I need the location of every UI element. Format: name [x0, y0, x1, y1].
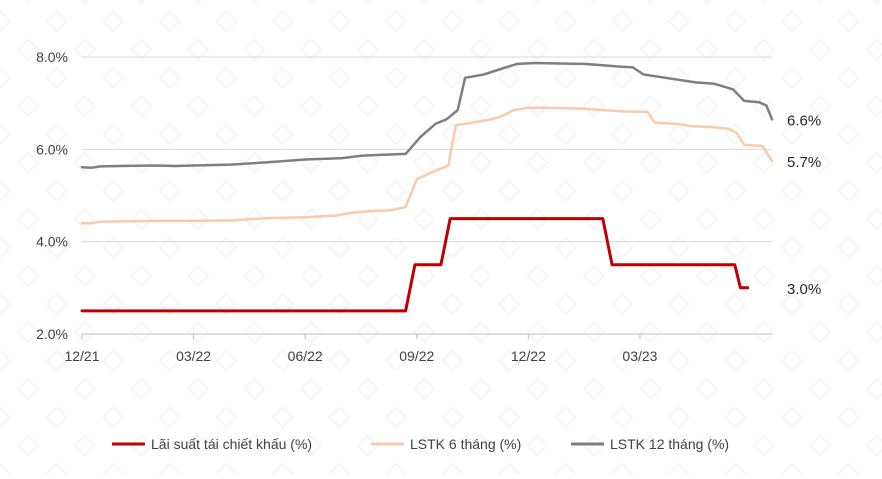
- end-labels: 3.0% 5.7% 6.6%: [787, 112, 821, 298]
- legend-label: LSTK 6 tháng (%): [410, 436, 521, 452]
- series-line-2: [80, 106, 774, 225]
- legend: Lãi suất tái chiết khấu (%) LSTK 6 tháng …: [112, 436, 729, 452]
- end-value-label: 6.6%: [787, 112, 821, 129]
- y-tick-label: 6.0%: [36, 141, 68, 157]
- end-value-label: 3.0%: [787, 281, 821, 298]
- series-line-3: [80, 61, 774, 170]
- x-tick-label: 03/23: [622, 348, 657, 364]
- x-tick-label: 12/22: [511, 348, 546, 364]
- series-lines: [80, 61, 774, 313]
- end-value-label: 5.7%: [787, 154, 821, 171]
- legend-label: LSTK 12 tháng (%): [610, 436, 729, 452]
- gridlines: [82, 56, 772, 243]
- axes: 2.0% 4.0% 6.0% 8.0% 12/21 03/22 06/22 09/22 12/2…: [36, 49, 772, 364]
- x-tick-label: 06/22: [288, 348, 323, 364]
- series-line-1: [80, 217, 750, 313]
- x-tick-label: 09/22: [399, 348, 434, 364]
- y-tick-label: 8.0%: [36, 49, 68, 65]
- x-tick-label: 12/21: [64, 348, 99, 364]
- y-tick-label: 4.0%: [36, 234, 68, 250]
- x-tick-label: 03/22: [176, 348, 211, 364]
- legend-label: Lãi suất tái chiết khấu (%): [151, 436, 312, 452]
- y-tick-label: 2.0%: [36, 326, 68, 342]
